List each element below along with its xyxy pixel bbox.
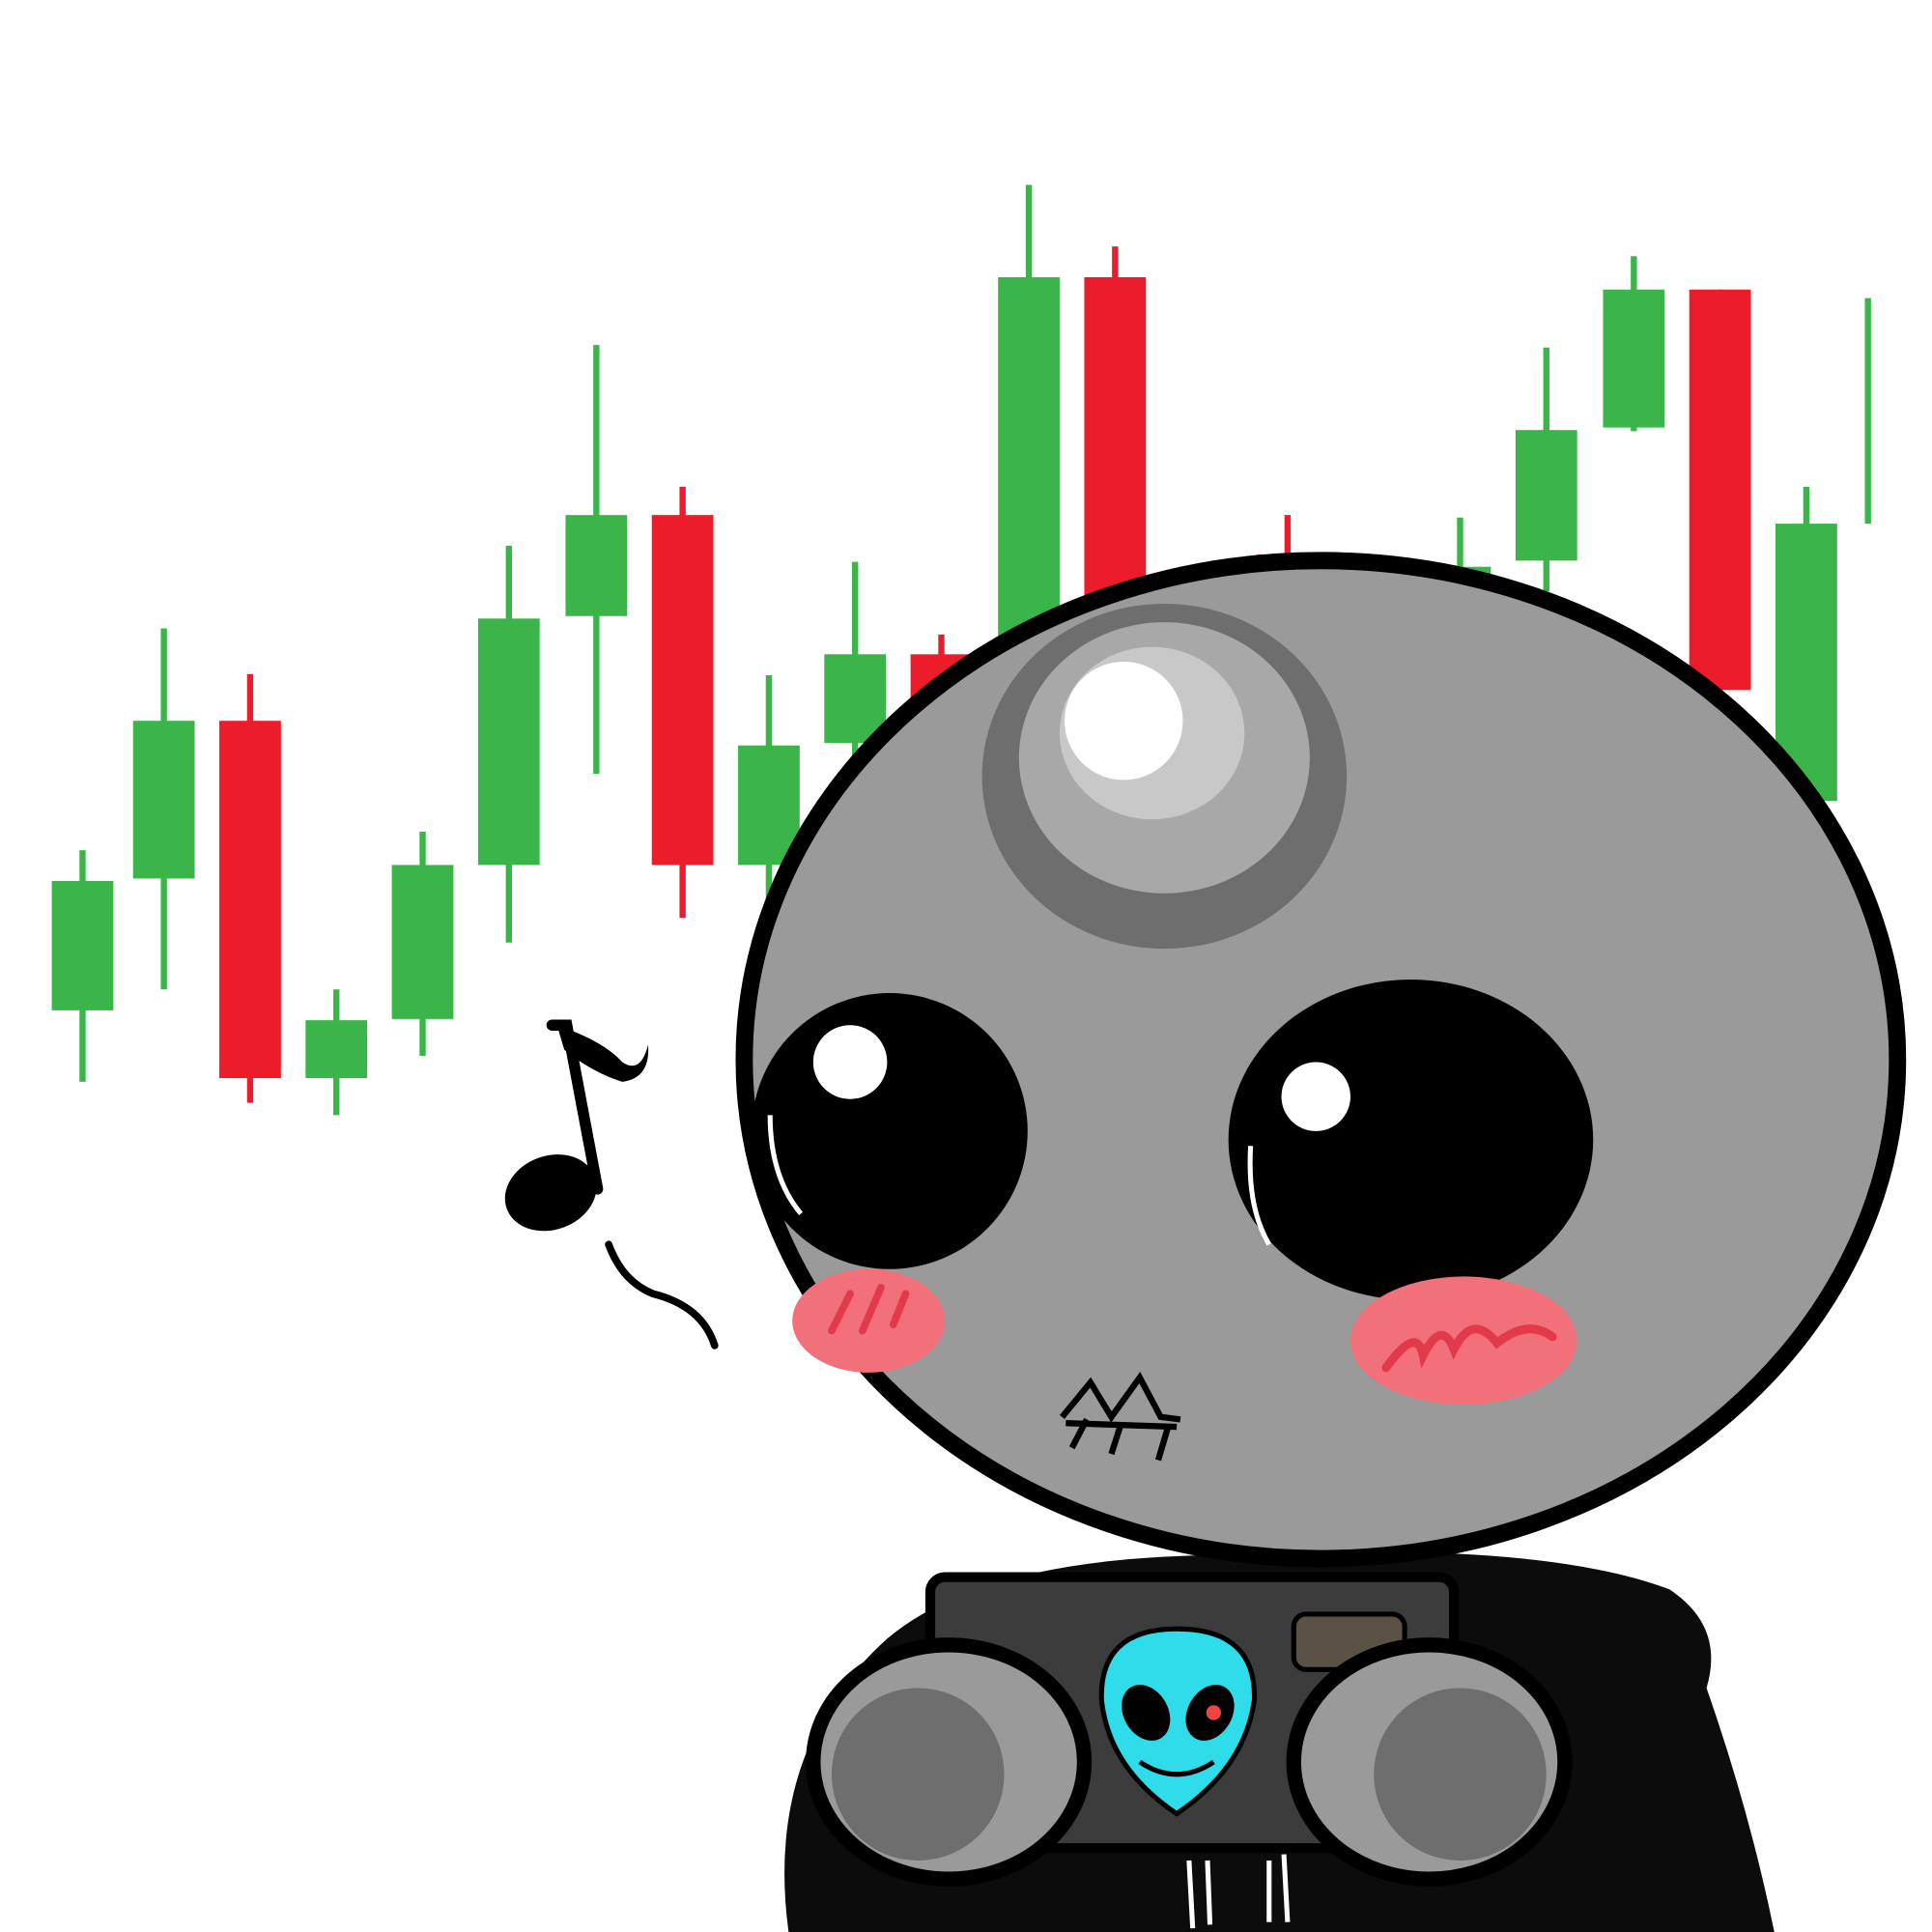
candle-body bbox=[305, 1020, 368, 1079]
cheeks bbox=[792, 1268, 1577, 1406]
candle-body bbox=[132, 721, 195, 879]
candle-body bbox=[738, 745, 800, 866]
candle-body bbox=[824, 654, 887, 744]
candle-body bbox=[998, 276, 1060, 666]
candle-body bbox=[477, 618, 540, 866]
mouth bbox=[1060, 1371, 1181, 1462]
candle-body bbox=[565, 515, 628, 616]
candle-body bbox=[1084, 276, 1147, 616]
candlestick-backdrop bbox=[51, 185, 1871, 1116]
candle-body bbox=[651, 515, 714, 866]
candle-body bbox=[219, 721, 281, 1079]
music-note bbox=[504, 1019, 719, 1350]
candle-body bbox=[391, 865, 454, 1019]
hands bbox=[806, 1637, 1573, 1887]
hoodie-strings bbox=[1186, 1854, 1291, 1929]
candle-body bbox=[1603, 289, 1665, 428]
candle-body bbox=[51, 880, 114, 1010]
eyes bbox=[752, 980, 1594, 1300]
candle-body bbox=[1515, 430, 1577, 561]
candle-body bbox=[1689, 289, 1751, 691]
